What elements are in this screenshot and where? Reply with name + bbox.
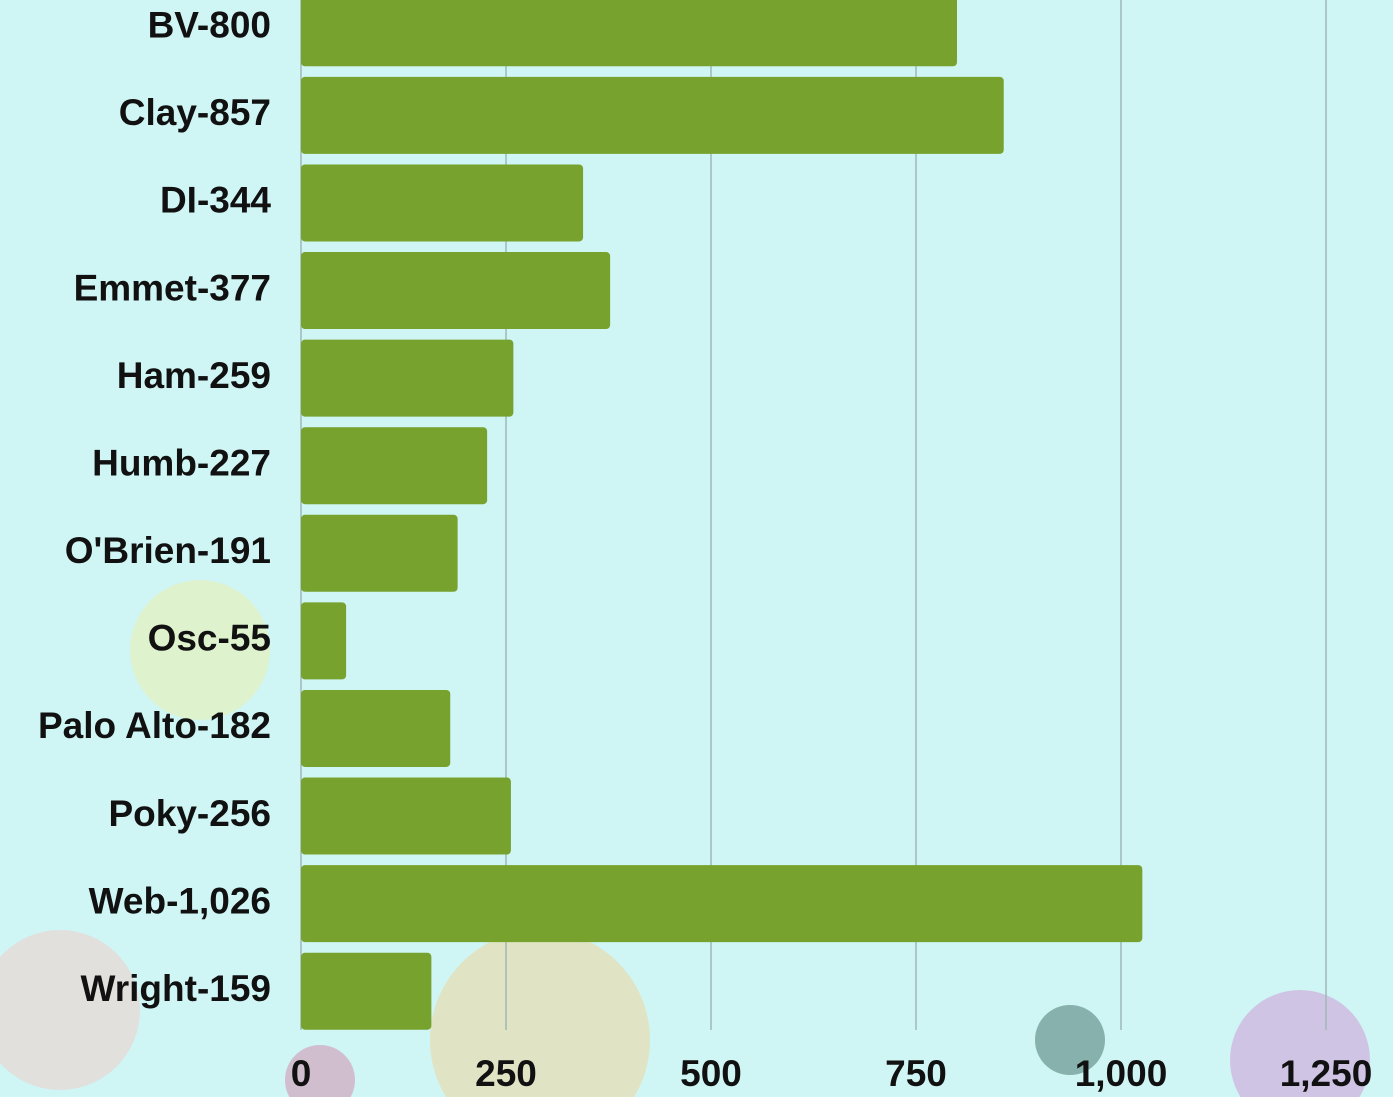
bar <box>301 164 583 241</box>
bar <box>301 340 513 417</box>
y-tick-label: Wright-159 <box>80 968 271 1009</box>
bar <box>301 515 458 592</box>
x-tick-label: 250 <box>475 1053 537 1094</box>
chart: 0 250 500 750 1,000 1,250 BV-800 Clay-857 DI-344… <box>0 0 1393 1097</box>
bar <box>301 953 431 1030</box>
bar <box>301 778 511 855</box>
y-tick-label: Palo Alto-182 <box>38 705 271 746</box>
bar <box>301 690 450 767</box>
y-tick-label: Poky-256 <box>109 793 272 834</box>
y-tick-label: Humb-227 <box>92 442 271 483</box>
bar <box>301 865 1142 942</box>
y-tick-label: Clay-857 <box>119 92 271 133</box>
y-tick-label: BV-800 <box>148 5 271 46</box>
bar <box>301 77 1004 154</box>
bar <box>301 0 957 66</box>
y-tick-label: O'Brien-191 <box>65 530 271 571</box>
x-tick-label: 500 <box>680 1053 742 1094</box>
x-tick-label: 0 <box>291 1053 312 1094</box>
x-tick-label: 750 <box>885 1053 947 1094</box>
bar <box>301 427 487 504</box>
page: {"chart_data": {"type": "bar", "orientat… <box>0 0 1393 1097</box>
y-tick-label: Web-1,026 <box>89 880 271 921</box>
bar <box>301 602 346 679</box>
bar <box>301 252 610 329</box>
y-tick-label: Emmet-377 <box>74 267 271 308</box>
y-tick-label: Ham-259 <box>117 355 271 396</box>
y-tick-label: DI-344 <box>160 180 271 221</box>
y-tick-label: Osc-55 <box>148 618 271 659</box>
x-tick-label: 1,000 <box>1075 1053 1168 1094</box>
x-tick-label: 1,250 <box>1280 1053 1373 1094</box>
